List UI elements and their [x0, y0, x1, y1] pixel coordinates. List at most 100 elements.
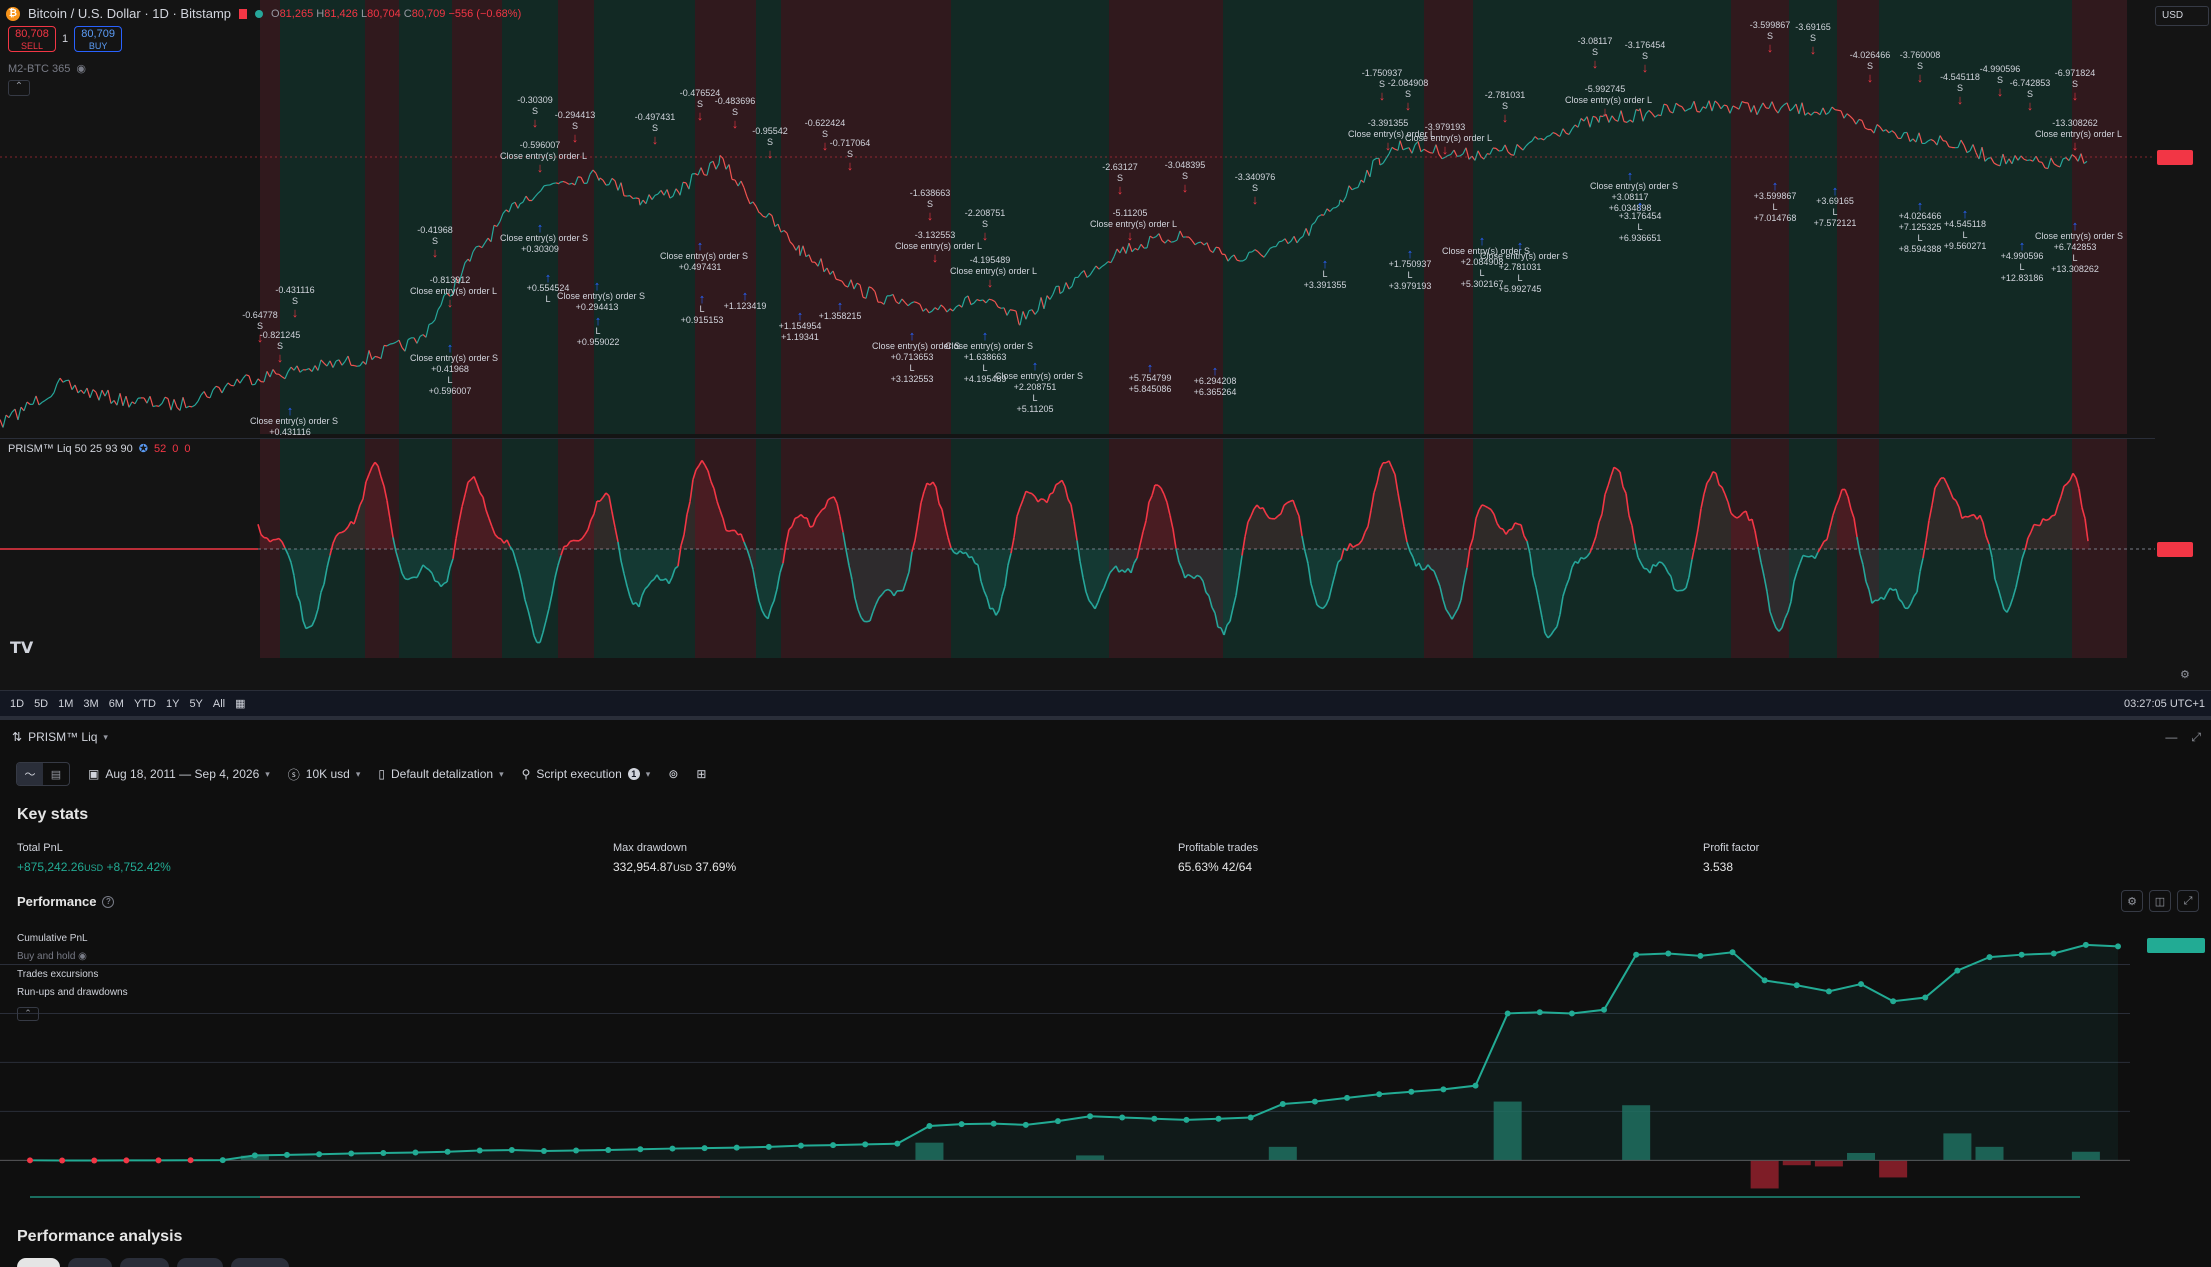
runup-bar[interactable] — [1847, 1152, 1876, 1161]
pnl-point[interactable] — [1697, 952, 1704, 959]
short-entry-marker[interactable]: -6.971824 S ↓ — [2035, 68, 2115, 102]
pnl-point[interactable] — [316, 1151, 323, 1158]
short-entry-marker[interactable]: -0.821245 S ↓ — [240, 330, 320, 364]
panel-divider[interactable] — [0, 716, 2211, 720]
legend-runups-drawdowns[interactable]: Run-ups and drawdowns — [17, 987, 128, 998]
short-entry-marker[interactable]: -1.750937 S ↓ — [1342, 68, 1422, 102]
pnl-point[interactable] — [1858, 981, 1865, 988]
pnl-point[interactable] — [1601, 1006, 1608, 1013]
pnl-point[interactable] — [476, 1147, 483, 1154]
long-entry-marker[interactable]: ↑Close entry(s) order S +0.30309 — [500, 221, 588, 255]
short-entry-marker[interactable]: -3.132553 Close entry(s) order L↓ — [895, 230, 982, 264]
performance-svg[interactable] — [0, 920, 2211, 1210]
price-axis[interactable] — [2155, 0, 2211, 658]
short-entry-marker[interactable]: -3.340976 S ↓ — [1215, 172, 1295, 206]
strategy-settings-icon[interactable]: ⊚ — [668, 767, 679, 781]
pnl-point[interactable] — [27, 1157, 33, 1164]
flag-icon[interactable] — [239, 8, 247, 19]
short-entry-marker[interactable]: -4.026466 S ↓ — [1830, 50, 1910, 84]
pnl-point[interactable] — [958, 1121, 965, 1128]
pnl-point[interactable] — [412, 1149, 419, 1156]
runup-bar[interactable] — [1268, 1146, 1297, 1161]
oscillator-legend[interactable]: PRISM™ Liq 50 25 93 90 ✪ 52 0 0 — [8, 442, 191, 456]
long-entry-marker[interactable]: ↑ +4.990596 L +12.83186 — [1982, 239, 2062, 284]
long-entry-marker[interactable]: ↑ L +0.915153 — [662, 292, 742, 326]
order-quantity[interactable]: 1 — [62, 33, 69, 45]
pnl-point[interactable] — [1215, 1115, 1222, 1122]
long-entry-marker[interactable]: ↑ +1.123419 — [705, 289, 785, 312]
short-entry-marker[interactable]: -3.599867 S ↓ — [1730, 20, 1810, 54]
range-all[interactable]: All — [212, 697, 226, 710]
pnl-point[interactable] — [894, 1140, 901, 1147]
date-range-selector[interactable]: ▣ Aug 18, 2011 — Sep 4, 2026 ▾ — [88, 767, 270, 781]
short-entry-marker[interactable]: -4.545118 S ↓ — [1920, 72, 2000, 106]
pnl-point[interactable] — [2082, 941, 2089, 948]
minimize-icon[interactable]: — — [2165, 730, 2178, 744]
pnl-point[interactable] — [1922, 994, 1929, 1001]
pnl-point[interactable] — [59, 1157, 66, 1164]
short-entry-marker[interactable]: -2.63127 S ↓ — [1080, 162, 1160, 196]
pnl-point[interactable] — [1087, 1113, 1094, 1120]
strategy-tab[interactable]: ⇅ PRISM™ Liq ▾ — [12, 730, 108, 744]
expand-icon[interactable]: ⤢ — [2177, 890, 2199, 912]
pnl-point[interactable] — [187, 1157, 194, 1164]
pnl-point[interactable] — [830, 1142, 837, 1149]
execution-selector[interactable]: ⚲ Script execution 1 ▾ — [521, 767, 651, 781]
pnl-point[interactable] — [444, 1148, 451, 1155]
short-entry-marker[interactable]: -1.638663 S ↓ — [890, 188, 970, 222]
pnl-point[interactable] — [862, 1141, 869, 1148]
pnl-point[interactable] — [283, 1151, 290, 1158]
long-entry-marker[interactable]: ↑ L +0.959022 — [558, 314, 638, 348]
pnl-point[interactable] — [540, 1148, 547, 1155]
short-entry-marker[interactable]: -13.308262 Close entry(s) order L↓ — [2035, 118, 2122, 152]
pnl-point[interactable] — [797, 1142, 804, 1149]
pnl-point[interactable] — [508, 1147, 515, 1154]
range-6m[interactable]: 6M — [108, 697, 124, 710]
chevron-down-icon[interactable]: ▾ — [103, 731, 108, 742]
pnl-point[interactable] — [1376, 1091, 1383, 1098]
pnl-point[interactable] — [1761, 977, 1768, 984]
short-entry-marker[interactable]: -3.69165 S ↓ — [1773, 22, 1853, 56]
pnl-point[interactable] — [1504, 1010, 1511, 1017]
camera-icon[interactable]: ◫ — [2149, 890, 2171, 912]
long-entry-marker[interactable]: ↑Close entry(s) order S +2.781031 L +5.9… — [1480, 239, 1568, 295]
pnl-point[interactable] — [2050, 950, 2057, 957]
long-entry-marker[interactable]: ↑ +6.294208 +6.365264 — [1175, 364, 1255, 398]
tab-analysis-5[interactable] — [231, 1258, 289, 1267]
short-entry-marker[interactable]: -0.596007 Close entry(s) order L↓ — [500, 140, 587, 174]
runup-bar[interactable] — [1943, 1133, 1972, 1161]
price-chart[interactable] — [0, 0, 2155, 434]
pnl-point[interactable] — [1311, 1098, 1318, 1105]
range-ytd[interactable]: YTD — [133, 697, 156, 710]
short-entry-marker[interactable]: -3.048395 S ↓ — [1145, 160, 1225, 194]
short-entry-marker[interactable]: -0.30309 S ↓ — [495, 95, 575, 129]
pnl-point[interactable] — [669, 1145, 676, 1152]
price-pane[interactable] — [0, 0, 2155, 434]
pnl-point[interactable] — [380, 1149, 387, 1156]
range-1d[interactable]: 1D — [10, 697, 25, 710]
pnl-point[interactable] — [1022, 1121, 1029, 1128]
pnl-point[interactable] — [1151, 1115, 1158, 1122]
short-entry-marker[interactable]: -6.742853 S ↓ — [1990, 78, 2070, 112]
long-entry-marker[interactable]: ↑Close entry(s) order S +6.742853 L +13.… — [2035, 219, 2123, 275]
pnl-point[interactable] — [733, 1144, 740, 1151]
short-entry-marker[interactable]: -5.992745 Close entry(s) order L↓ — [1565, 84, 1652, 118]
pnl-point[interactable] — [1408, 1088, 1415, 1095]
pnl-point[interactable] — [1247, 1114, 1254, 1121]
table-view-icon[interactable]: ▤ — [50, 768, 62, 781]
pnl-point[interactable] — [1119, 1114, 1126, 1121]
short-entry-marker[interactable]: -4.990596 S ↓ — [1960, 64, 2040, 98]
runup-bar[interactable] — [1076, 1155, 1105, 1161]
oscillator-chart[interactable] — [0, 439, 2155, 658]
help-icon[interactable]: ? — [102, 895, 115, 908]
pnl-point[interactable] — [605, 1147, 612, 1154]
eye-icon[interactable]: ◉ — [78, 951, 87, 962]
long-entry-marker[interactable]: ↑ +1.154954 +1.19341 — [760, 309, 840, 343]
long-entry-marker[interactable]: ↑ +1.358215 — [800, 299, 880, 322]
short-entry-marker[interactable]: -2.208751 S ↓ — [945, 208, 1025, 242]
short-entry-marker[interactable]: -3.176454 S ↓ — [1605, 40, 1685, 74]
short-entry-marker[interactable]: -3.08117 S ↓ — [1555, 36, 1635, 70]
long-entry-marker[interactable]: ↑Close entry(s) order S +2.208751 L +5.1… — [995, 359, 1083, 415]
short-entry-marker[interactable]: -0.294413 S ↓ — [535, 110, 615, 144]
pnl-point[interactable] — [1729, 949, 1736, 956]
